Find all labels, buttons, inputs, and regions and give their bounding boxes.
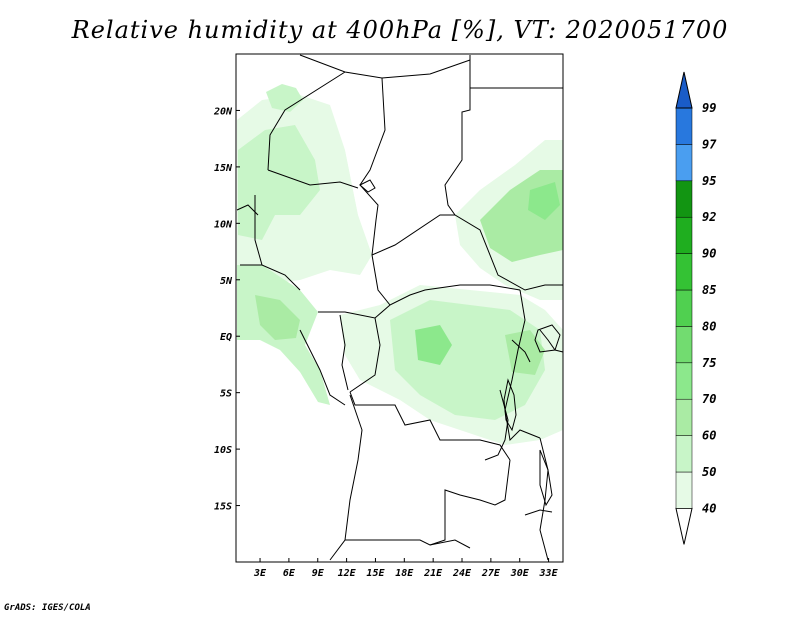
- colorbar-level-label: 80: [702, 319, 716, 333]
- border-line: [236, 204, 259, 216]
- colorbar-lower-triangle: [675, 507, 693, 545]
- lake-outlines: [359, 179, 561, 507]
- border-line: [299, 329, 346, 406]
- lon-tick-label: 9E: [312, 568, 325, 579]
- lat-tick-label: 15S: [214, 502, 232, 513]
- border-line: [267, 71, 346, 171]
- lon-tick-label: 15E: [366, 568, 385, 579]
- colorbar-level-label: 85: [702, 283, 716, 297]
- colorbar-swatch: [675, 362, 693, 400]
- colorbar-level-label: 95: [702, 174, 716, 188]
- colorbar-swatch: [675, 289, 693, 327]
- colorbar-level-label: 75: [702, 356, 716, 370]
- humidity-shading: [237, 84, 563, 445]
- lon-tick-label: 21E: [423, 568, 443, 579]
- colorbar-swatch: [675, 216, 693, 254]
- lat-tick-label: 20N: [213, 106, 233, 117]
- humidity-region-congo-core: [415, 325, 452, 365]
- lon-tick-label: 18E: [395, 568, 414, 579]
- border-line: [524, 509, 553, 516]
- border-line: [504, 289, 541, 442]
- colorbar-level-label: 92: [702, 210, 716, 224]
- border-line: [371, 214, 563, 291]
- border-line: [349, 317, 381, 393]
- border-line: [240, 264, 301, 291]
- border-line: [511, 339, 531, 363]
- border-line: [318, 304, 391, 319]
- humidity-region-gabon-offshore: [255, 295, 300, 340]
- colorbar-level-label: 60: [702, 429, 716, 443]
- colorbar-level-label: 99: [702, 101, 716, 115]
- axis-ticks: 3E 6E 9E 12E 15E 18E 21E 24E 27E 30E 33E 20N 15N 10N 5…: [213, 106, 559, 579]
- lat-tick-label: EQ: [220, 332, 232, 343]
- colorbar: 40 50 60 70 75 80 85 90 92 95 97 99: [675, 71, 717, 545]
- border-line: [329, 394, 363, 561]
- lat-tick-label: 10S: [214, 445, 232, 456]
- border-line: [339, 314, 349, 391]
- lat-tick-label: 5N: [220, 276, 233, 287]
- lat-tick-label: 5S: [220, 389, 232, 400]
- colorbar-swatch: [675, 144, 693, 182]
- lon-tick-label: 3E: [253, 568, 267, 579]
- border-line: [254, 195, 263, 266]
- border-line: [359, 77, 386, 256]
- colorbar-upper-triangle: [675, 71, 693, 109]
- colorbar-level-label: 97: [702, 137, 717, 151]
- lon-tick-label: 12E: [338, 568, 357, 579]
- colorbar-swatch: [675, 180, 693, 218]
- lon-tick-label: 6E: [283, 568, 296, 579]
- map-frame: [235, 53, 564, 563]
- lake-victoria: [534, 324, 561, 353]
- lake-malawi: [539, 449, 553, 507]
- border-line: [267, 169, 359, 189]
- lat-tick-label: 10N: [214, 219, 233, 230]
- colorbar-swatch: [675, 471, 693, 509]
- border-line: [539, 329, 564, 353]
- colorbar-swatch: [675, 398, 693, 436]
- lon-tick-label: 30E: [510, 568, 530, 579]
- border-line: [299, 54, 471, 79]
- lon-tick-label: 33E: [539, 568, 559, 579]
- border-line: [345, 539, 471, 549]
- lon-tick-label: 27E: [481, 568, 501, 579]
- humidity-region-northern-band-inner: [238, 125, 320, 240]
- colorbar-level-label: 50: [702, 465, 716, 479]
- border-line: [444, 55, 471, 216]
- colorbar-swatch: [675, 107, 693, 145]
- colorbar-level-label: 70: [702, 392, 716, 406]
- map-title: Relative humidity at 400hPa [%], VT: 202…: [71, 16, 729, 44]
- border-line: [429, 459, 511, 546]
- grads-credit: GrADS: IGES/COLA: [4, 603, 91, 613]
- colorbar-swatch: [675, 435, 693, 473]
- border-line: [371, 254, 521, 306]
- humidity-region-sudan-core: [528, 182, 560, 220]
- colorbar-swatch: [675, 326, 693, 364]
- colorbar-level-label: 40: [702, 501, 716, 515]
- colorbar-level-label: 90: [702, 247, 716, 261]
- lon-tick-label: 24E: [452, 568, 472, 579]
- lat-tick-label: 15N: [214, 163, 233, 174]
- colorbar-swatch: [675, 253, 693, 291]
- lake-tanganyika: [503, 378, 517, 432]
- lake-chad: [359, 179, 376, 193]
- border-line: [349, 391, 511, 461]
